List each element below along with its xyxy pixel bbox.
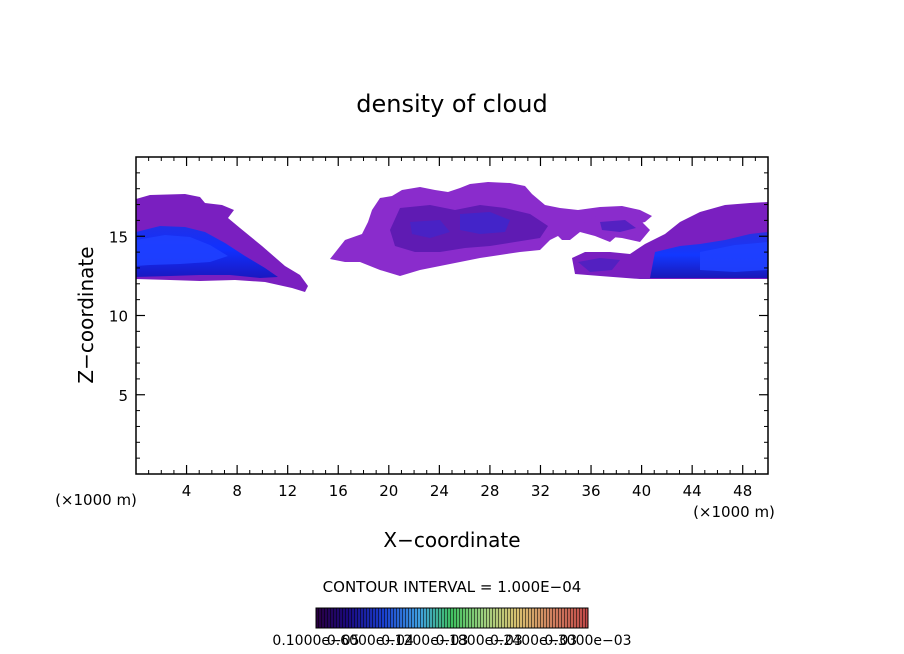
x-unit-left: (×1000 m): [55, 491, 137, 509]
x-tick-label: 24: [430, 482, 449, 500]
cloud-central-core-2: [410, 220, 450, 238]
colorbar-label: 0.1800e−03: [436, 633, 523, 649]
colorbar-label: 0.2400e−03: [490, 633, 577, 649]
x-tick-label: 32: [531, 482, 550, 500]
x-tick-label: 16: [329, 482, 348, 500]
x-tick-label: 40: [632, 482, 651, 500]
x-tick-label: 20: [379, 482, 398, 500]
x-tick-label: 12: [278, 482, 297, 500]
y-tick-label: 10: [109, 308, 128, 326]
x-unit-right: (×1000 m): [693, 503, 775, 521]
colorbar-label: 0.3000e−03: [544, 633, 631, 649]
minor-ticks: [136, 157, 768, 474]
cloud-central-core: [460, 212, 510, 234]
x-tick-label: 36: [581, 482, 600, 500]
colorbar-label: 0.1000e−05: [272, 633, 359, 649]
cloud-upper-right-core: [600, 220, 636, 232]
x-tick-label: 44: [683, 482, 702, 500]
colorbar-stripes: [316, 608, 588, 628]
y-axis-label: Z−coordinate: [74, 246, 98, 383]
y-tick-label: 5: [118, 387, 128, 405]
cloud-right-band: [578, 258, 620, 272]
contour-interval: CONTOUR INTERVAL = 1.000E−04: [323, 578, 582, 596]
x-axis-label: X−coordinate: [383, 528, 520, 552]
cloud-field: [136, 182, 768, 292]
colorbar-label: 0.6000e−04: [327, 633, 414, 649]
x-tick-label: 8: [232, 482, 242, 500]
x-tick-label: 4: [182, 482, 192, 500]
x-axis-ticks: 4 8 12 16 20 24 28 32 36 40 44 48: [182, 157, 752, 500]
colorbar-labels: 0.1000e−050.6000e−040.1200e−030.1800e−03…: [272, 633, 631, 649]
cloud-peak-left: [136, 235, 228, 266]
x-tick-label: 28: [480, 482, 499, 500]
cloud-peak-right: [700, 242, 768, 272]
x-tick-label: 48: [733, 482, 752, 500]
y-tick-label: 15: [109, 228, 128, 246]
chart-title: density of cloud: [356, 90, 547, 118]
colorbar-label: 0.1200e−03: [381, 633, 468, 649]
y-axis-ticks: 5 10 15: [109, 228, 768, 405]
